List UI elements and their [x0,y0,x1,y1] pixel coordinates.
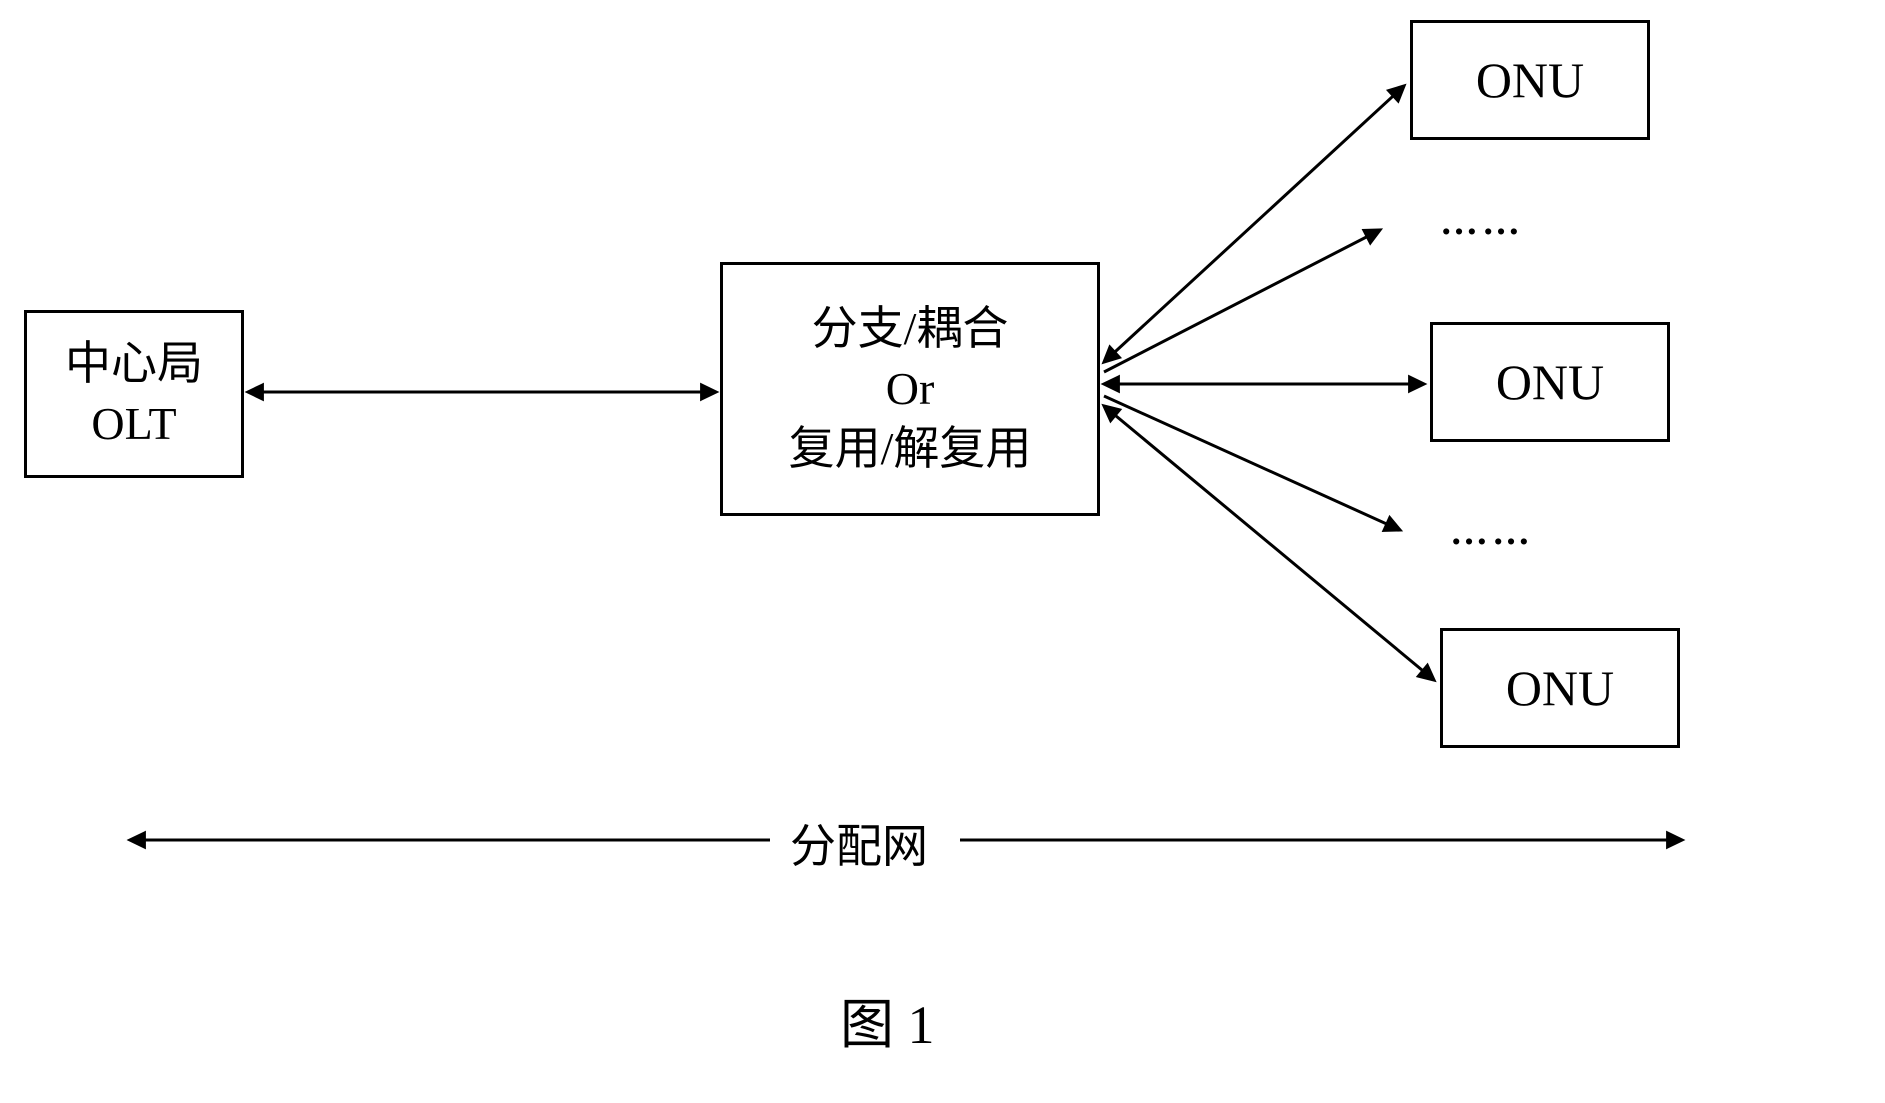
splitter-line1: 分支/耦合 [812,299,1009,359]
ellipsis-1: …… [1440,200,1524,244]
onu1-label: ONU [1476,48,1584,113]
onu-box-3: ONU [1440,628,1680,748]
onu2-label: ONU [1496,350,1604,415]
olt-box: 中心局 OLT [24,310,244,478]
figure-label: 图 1 [840,980,935,1059]
ellipsis-2: …… [1450,510,1534,554]
onu-box-2: ONU [1430,322,1670,442]
splitter-line3: 复用/解复用 [789,419,1032,479]
arrows-layer [0,0,1885,1103]
splitter-line2: Or [886,359,935,419]
splitter-box: 分支/耦合 Or 复用/解复用 [720,262,1100,516]
olt-line1: 中心局 [65,334,203,394]
onu-box-1: ONU [1410,20,1650,140]
onu3-label: ONU [1506,656,1614,721]
distribution-network-label: 分配网 [790,810,928,876]
olt-line2: OLT [91,394,176,454]
